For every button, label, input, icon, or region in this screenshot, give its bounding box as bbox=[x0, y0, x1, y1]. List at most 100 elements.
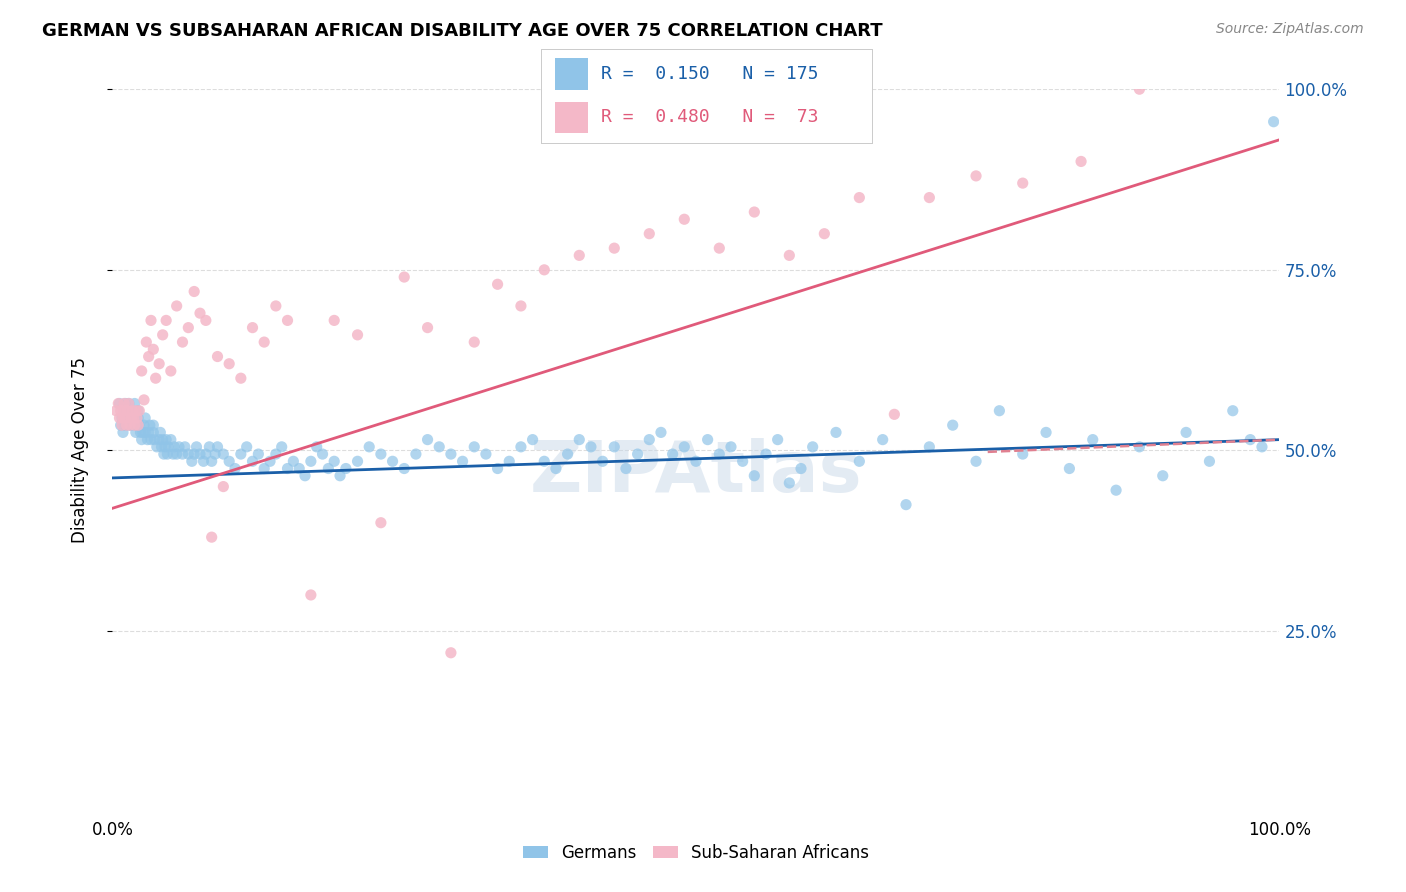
Point bbox=[440, 447, 463, 461]
Point bbox=[148, 433, 170, 447]
Point bbox=[112, 418, 135, 433]
Point bbox=[163, 440, 186, 454]
Point bbox=[918, 440, 941, 454]
Point bbox=[801, 440, 824, 454]
Point bbox=[173, 440, 195, 454]
Point bbox=[166, 299, 188, 313]
Point bbox=[120, 411, 142, 425]
Point bbox=[145, 371, 167, 385]
Point bbox=[125, 418, 148, 433]
Point bbox=[186, 440, 208, 454]
Point bbox=[370, 447, 392, 461]
Point bbox=[111, 411, 134, 425]
Point bbox=[111, 418, 134, 433]
Point bbox=[111, 411, 134, 425]
Point bbox=[166, 447, 188, 461]
Point bbox=[111, 425, 134, 440]
Text: R =  0.150   N = 175: R = 0.150 N = 175 bbox=[600, 65, 818, 83]
Point bbox=[918, 191, 941, 205]
Point bbox=[118, 411, 141, 425]
Point bbox=[112, 411, 135, 425]
Point bbox=[579, 440, 602, 454]
Point bbox=[318, 461, 340, 475]
Point bbox=[276, 313, 298, 327]
Point bbox=[115, 418, 138, 433]
Point bbox=[172, 334, 194, 349]
Point bbox=[204, 447, 226, 461]
Point bbox=[224, 461, 246, 475]
Point bbox=[124, 418, 146, 433]
Point bbox=[156, 447, 179, 461]
Point bbox=[152, 433, 174, 447]
Point bbox=[198, 440, 221, 454]
Point bbox=[498, 454, 520, 468]
Point bbox=[121, 403, 143, 417]
Point bbox=[122, 411, 145, 425]
Point bbox=[592, 454, 614, 468]
Point bbox=[1175, 425, 1198, 440]
Point bbox=[142, 418, 165, 433]
FancyBboxPatch shape bbox=[554, 102, 588, 134]
Point bbox=[778, 248, 800, 262]
Point bbox=[115, 418, 138, 433]
Text: Source: ZipAtlas.com: Source: ZipAtlas.com bbox=[1216, 22, 1364, 37]
Point bbox=[114, 411, 136, 425]
FancyBboxPatch shape bbox=[554, 59, 588, 90]
Point bbox=[201, 454, 224, 468]
Point bbox=[162, 447, 184, 461]
Point bbox=[183, 447, 205, 461]
Point bbox=[1198, 454, 1220, 468]
Point bbox=[148, 357, 170, 371]
Point bbox=[942, 418, 965, 433]
Point bbox=[121, 403, 143, 417]
Point bbox=[229, 371, 252, 385]
Point bbox=[825, 425, 848, 440]
Point bbox=[124, 418, 146, 433]
Point bbox=[188, 306, 211, 320]
Point bbox=[247, 447, 270, 461]
Point bbox=[127, 411, 149, 425]
Point bbox=[229, 447, 252, 461]
Point bbox=[696, 433, 718, 447]
Point bbox=[128, 403, 150, 417]
Point bbox=[139, 418, 162, 433]
Point bbox=[299, 588, 322, 602]
Point bbox=[177, 320, 200, 334]
Point bbox=[709, 241, 731, 255]
Point bbox=[138, 425, 160, 440]
Point bbox=[115, 403, 138, 417]
Point bbox=[270, 440, 292, 454]
Point bbox=[359, 440, 381, 454]
Point bbox=[1239, 433, 1261, 447]
Point bbox=[194, 313, 217, 327]
Point bbox=[128, 418, 150, 433]
Point bbox=[242, 320, 264, 334]
Point bbox=[132, 418, 155, 433]
Point bbox=[509, 440, 531, 454]
Point bbox=[1035, 425, 1057, 440]
Point bbox=[1011, 176, 1033, 190]
Point bbox=[149, 425, 172, 440]
Point bbox=[152, 327, 174, 342]
Point bbox=[132, 425, 155, 440]
Point bbox=[522, 433, 544, 447]
Point bbox=[259, 454, 281, 468]
Point bbox=[720, 440, 742, 454]
Point bbox=[131, 433, 153, 447]
Point bbox=[1152, 468, 1174, 483]
Point bbox=[416, 433, 439, 447]
Legend: Germans, Sub-Saharan Africans: Germans, Sub-Saharan Africans bbox=[516, 837, 876, 869]
Point bbox=[323, 313, 346, 327]
Point bbox=[416, 320, 439, 334]
Point bbox=[118, 396, 141, 410]
Point bbox=[207, 440, 229, 454]
Point bbox=[125, 411, 148, 425]
Point bbox=[177, 447, 200, 461]
Point bbox=[311, 447, 333, 461]
Point bbox=[1011, 447, 1033, 461]
Point bbox=[212, 447, 235, 461]
Point bbox=[299, 454, 322, 468]
Point bbox=[135, 334, 157, 349]
Point bbox=[114, 411, 136, 425]
Point bbox=[440, 646, 463, 660]
